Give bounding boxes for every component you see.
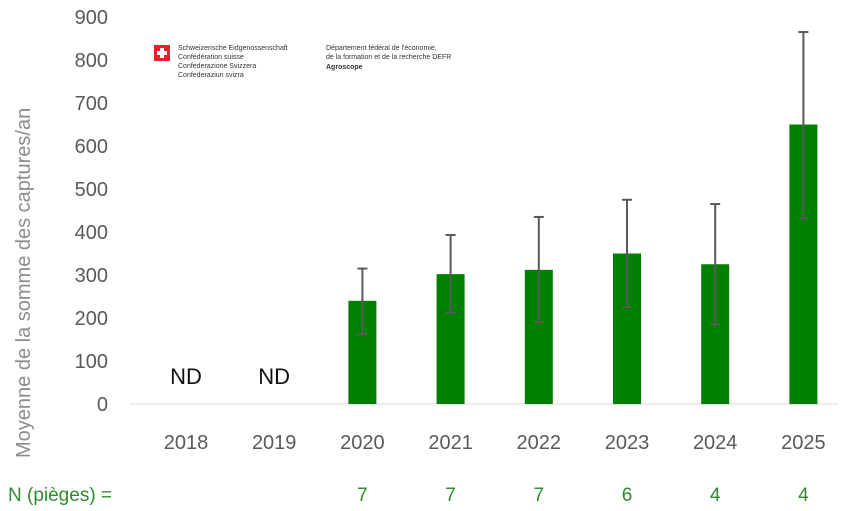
- n-traps-values: 7 7 7 6 4 4: [357, 485, 809, 506]
- x-axis-ticks: 2018 2019 2020 2021 2022 2023 2024 2025: [164, 432, 826, 454]
- no-data-label: ND: [170, 364, 202, 389]
- n-traps-value: 7: [357, 485, 368, 506]
- x-tick-label: 2018: [164, 432, 209, 454]
- logo-dept-line-2: de la formation et de la recherche DEFR: [326, 54, 451, 61]
- logo-line-4: Confederaziun svizra: [178, 72, 244, 79]
- logo-agroscope: Agroscope: [326, 64, 363, 71]
- y-tick-label: 500: [75, 179, 108, 201]
- n-traps-value: 4: [798, 485, 809, 506]
- swiss-cross-horizontal: [157, 51, 167, 55]
- y-tick-label: 100: [75, 351, 108, 373]
- y-axis-label: Moyenne de la somme des captures/an: [13, 108, 35, 458]
- x-tick-label: 2022: [517, 432, 562, 454]
- y-tick-label: 200: [75, 308, 108, 330]
- n-traps-value: 4: [710, 485, 721, 506]
- n-traps-value: 7: [534, 485, 545, 506]
- y-tick-label: 900: [75, 7, 108, 29]
- y-tick-label: 700: [75, 93, 108, 115]
- y-tick-label: 400: [75, 222, 108, 244]
- y-axis-ticks: 0 100 200 300 400 500 600 700 800 900: [75, 7, 108, 416]
- logo-dept-line-1: Département fédéral de l'économie,: [326, 45, 437, 52]
- logo-line-3: Confederazione Svizzera: [178, 63, 256, 70]
- no-data-label: ND: [258, 364, 290, 389]
- y-tick-label: 0: [97, 394, 108, 416]
- agroscope-logo: Schweizerische Eidgenossenschaft Confédé…: [154, 45, 451, 79]
- n-traps-value: 6: [622, 485, 633, 506]
- bars-group: ND ND: [170, 124, 818, 404]
- x-tick-label: 2025: [781, 432, 826, 454]
- error-bars-group: [357, 31, 809, 336]
- y-tick-label: 300: [75, 265, 108, 287]
- logo-line-1: Schweizerische Eidgenossenschaft: [178, 45, 288, 52]
- n-traps-label: N (pièges) =: [8, 485, 112, 506]
- n-traps-value: 7: [445, 485, 456, 506]
- x-tick-label: 2020: [340, 432, 385, 454]
- logo-line-2: Confédération suisse: [178, 54, 244, 61]
- x-tick-label: 2019: [252, 432, 297, 454]
- y-tick-label: 800: [75, 50, 108, 72]
- x-tick-label: 2024: [693, 432, 738, 454]
- x-tick-label: 2021: [428, 432, 473, 454]
- y-tick-label: 600: [75, 136, 108, 158]
- x-tick-label: 2023: [605, 432, 650, 454]
